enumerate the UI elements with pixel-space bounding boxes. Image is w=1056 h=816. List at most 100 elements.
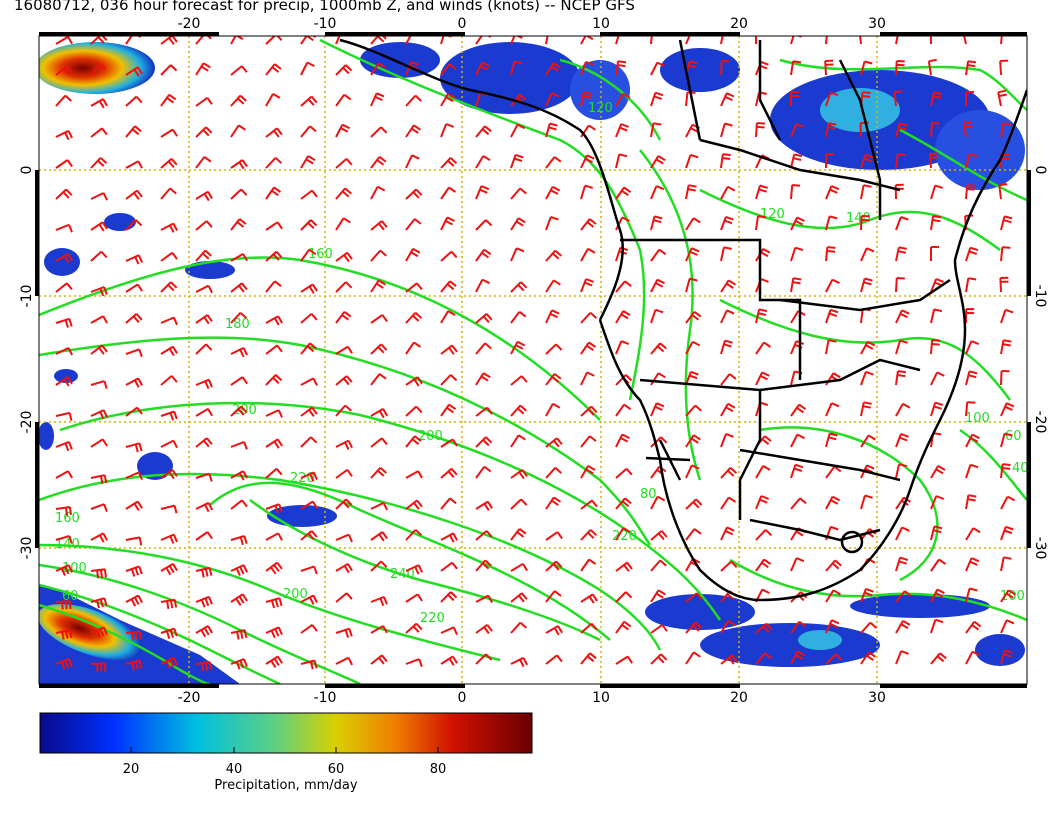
wind-barb	[755, 341, 772, 355]
wind-barb	[545, 156, 562, 169]
wind-barb	[825, 246, 836, 262]
wind-barb	[475, 155, 491, 169]
wind-barb	[475, 465, 492, 479]
wind-barb	[545, 402, 561, 417]
colorbar-tick-label: 40	[226, 762, 243, 777]
wind-barb	[265, 280, 282, 293]
lon-tick-label: -10	[314, 16, 337, 32]
wind-barb	[265, 250, 283, 262]
wind-barb	[230, 376, 248, 386]
wind-barb	[615, 527, 631, 541]
wind-barb	[230, 36, 245, 45]
wind-barb	[755, 308, 768, 324]
wind-barb	[300, 61, 315, 76]
wind-barb	[475, 219, 493, 231]
wind-barb	[475, 559, 492, 572]
wind-barb	[720, 309, 735, 324]
wind-barb	[510, 311, 527, 324]
wind-barb	[580, 499, 598, 510]
frame-bar	[325, 684, 465, 688]
wind-barb	[90, 474, 108, 484]
wind-barb	[370, 343, 388, 355]
wind-barb	[963, 121, 973, 138]
lon-tick-label: 10	[592, 690, 610, 706]
wind-barb	[510, 123, 526, 138]
wind-barb	[125, 500, 143, 511]
wind-barb	[160, 281, 178, 293]
wind-barb	[720, 373, 737, 386]
wind-barb	[440, 123, 454, 138]
wind-barb	[90, 438, 108, 448]
wind-barb	[615, 467, 633, 479]
precip-patch	[440, 42, 580, 114]
wind-barb	[55, 440, 73, 452]
wind-barb	[265, 409, 284, 418]
wind-barb	[265, 63, 282, 76]
wind-barb	[685, 217, 701, 231]
wind-barb	[720, 339, 733, 355]
wind-barb	[300, 95, 318, 107]
wind-barb	[370, 156, 387, 169]
wind-barb	[230, 159, 248, 170]
wind-barb	[475, 61, 490, 76]
frame-bar	[600, 32, 740, 36]
wind-barb	[720, 496, 737, 510]
wind-barb	[545, 466, 562, 479]
wind-barb	[370, 92, 385, 107]
contour-label: 220	[612, 529, 637, 544]
wind-barb	[90, 626, 108, 639]
contour-label: 180	[225, 317, 250, 332]
wind-barb	[195, 220, 213, 231]
wind-barb	[580, 529, 598, 541]
wind-barb	[1000, 36, 1003, 45]
wind-barb	[510, 562, 528, 572]
wind-barb	[265, 374, 283, 386]
wind-barb	[300, 125, 317, 138]
wind-barb	[755, 184, 768, 200]
wind-barb	[335, 311, 352, 324]
wind-barb	[650, 248, 667, 262]
wind-barb	[790, 60, 802, 76]
wind-barb	[685, 651, 701, 665]
wind-barb	[510, 153, 524, 169]
wind-barb	[720, 215, 734, 231]
contour-label: 60	[62, 589, 79, 604]
wind-barb	[510, 621, 527, 634]
wind-barb	[650, 122, 662, 138]
wind-barb	[265, 93, 281, 107]
wind-barb	[230, 346, 248, 358]
contour-label: 160	[55, 511, 80, 526]
wind-barb	[930, 652, 947, 665]
wind-barb	[790, 246, 804, 262]
map-title: 16080712, 036 hour forecast for precip, …	[14, 0, 635, 14]
wind-barb	[475, 125, 492, 138]
wind-barb	[895, 463, 908, 479]
wind-barb	[230, 564, 249, 577]
wind-barb	[125, 313, 143, 324]
wind-barb	[370, 126, 388, 138]
frame-bar	[39, 32, 219, 36]
wind-barb	[370, 185, 386, 200]
wind-barb	[790, 463, 804, 479]
wind-barb	[90, 98, 108, 109]
wind-barb	[55, 629, 73, 640]
wind-barb	[1000, 402, 1015, 417]
wind-barb	[860, 247, 875, 262]
wind-barb	[720, 654, 738, 665]
wind-barb	[825, 465, 842, 479]
wind-barb	[475, 248, 492, 262]
wind-barb	[335, 251, 353, 263]
wind-barb	[55, 282, 73, 293]
wind-barb	[895, 526, 910, 541]
wind-barb	[160, 64, 178, 76]
wind-barb	[90, 192, 108, 201]
wind-barb	[230, 593, 248, 606]
wind-barb	[475, 653, 493, 665]
wind-barb	[195, 62, 211, 76]
wind-barb	[405, 658, 423, 667]
wind-barb	[930, 246, 939, 261]
colorbar-title: Precipitation, mm/day	[214, 778, 357, 793]
wind-barb	[860, 370, 874, 386]
wind-barb	[125, 471, 143, 481]
wind-barb	[475, 185, 490, 200]
